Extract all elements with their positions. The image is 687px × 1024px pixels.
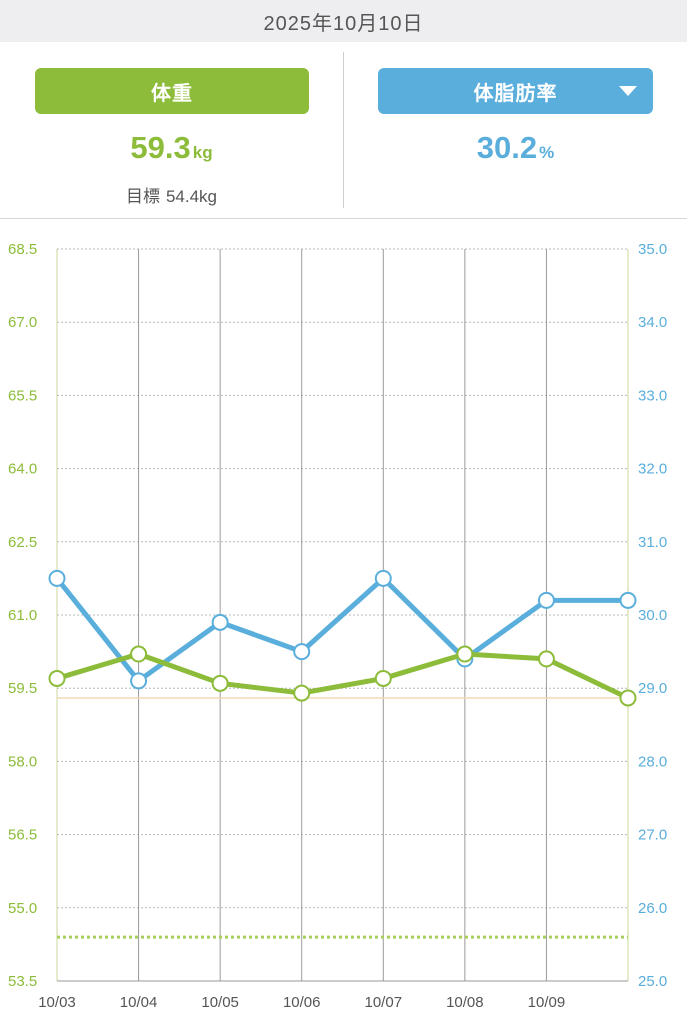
- fat-value: 30.2: [476, 130, 538, 165]
- weight-tab-button[interactable]: 体重: [35, 68, 309, 114]
- fat-unit: %: [539, 143, 555, 162]
- panel-divider: [343, 52, 344, 208]
- body-fat-series-point: [374, 569, 392, 587]
- weight-fat-chart[interactable]: 68.5 67.0 65.5 64.0 62.5 61.0 59.5 58.0 56.5 55.0…: [0, 219, 687, 1024]
- weight-tab-label: 体重: [151, 82, 193, 105]
- right-axis-tick-label: 32.0: [638, 461, 667, 478]
- x-axis-tick-label: 10/07: [365, 994, 403, 1011]
- body-fat-series-point: [48, 569, 66, 587]
- left-axis-tick-label: 65.5: [8, 387, 37, 404]
- goal-label: 目標: [125, 187, 160, 206]
- right-axis-tick-label: 34.0: [638, 314, 667, 331]
- weight-goal: 目標 54.4kg: [0, 182, 343, 207]
- x-axis-tick-label: 10/09: [528, 994, 566, 1011]
- x-axis-tick-label: 10/08: [446, 994, 484, 1011]
- fat-tab-label: 体脂肪率: [473, 82, 558, 105]
- body-fat-series-line: [54, 575, 631, 684]
- weight-series-point: [456, 645, 474, 663]
- body-fat-series-point: [130, 672, 148, 690]
- weight-series-point: [48, 669, 66, 687]
- weight-series-point: [537, 650, 555, 668]
- right-axis-tick-label: 28.0: [638, 753, 667, 770]
- triangle-down-icon: [619, 86, 637, 96]
- weight-series-line: [54, 651, 631, 701]
- weight-series-point: [211, 674, 229, 692]
- weight-unit: kg: [192, 143, 213, 162]
- fat-panel: 体脂肪率 30.2%: [344, 42, 687, 218]
- left-axis-tick-label: 56.5: [8, 827, 37, 844]
- date-label: 2025年10月10日: [263, 12, 424, 35]
- right-axis-tick-label: 25.0: [638, 973, 667, 990]
- x-axis-tick-label: 10/06: [283, 994, 321, 1011]
- weight-series-point: [130, 645, 148, 663]
- weight-value: 59.3: [130, 130, 191, 165]
- weight-series-point: [374, 669, 392, 687]
- x-axis-tick-label: 10/05: [201, 994, 239, 1011]
- weight-panel: 体重 59.3 kg 目標 54.4kg: [0, 42, 343, 218]
- body-fat-series-point: [619, 591, 637, 609]
- date-header: 2025年10月10日: [0, 0, 687, 42]
- x-axis-tick-label: 10/04: [120, 994, 158, 1011]
- right-axis-tick-label: 27.0: [638, 827, 667, 844]
- right-axis-tick-label: 29.0: [638, 680, 667, 697]
- right-axis-tick-label: 31.0: [638, 534, 667, 551]
- x-axis-tick-label: 10/03: [38, 994, 76, 1011]
- weight-series-point: [619, 689, 637, 707]
- left-axis-tick-label: 55.0: [8, 900, 37, 917]
- left-axis-tick-label: 61.0: [8, 607, 37, 624]
- left-axis-tick-label: 64.0: [8, 461, 37, 478]
- left-axis-tick-label: 67.0: [8, 314, 37, 331]
- right-axis-tick-label: 35.0: [638, 241, 667, 258]
- left-axis-tick-label: 58.0: [8, 753, 37, 770]
- right-axis-tick-label: 30.0: [638, 607, 667, 624]
- left-axis-tick-label: 59.5: [8, 680, 37, 697]
- body-fat-series-point: [293, 643, 311, 661]
- body-fat-series-point: [211, 613, 229, 631]
- goal-value: 54.4kg: [165, 187, 218, 206]
- left-axis-tick-label: 53.5: [8, 973, 37, 990]
- summary-panel: 体重 59.3 kg 目標 54.4kg 体脂肪率 30.2%: [0, 42, 687, 219]
- fat-tab-dropdown[interactable]: 体脂肪率: [378, 68, 653, 114]
- left-axis-tick-label: 62.5: [8, 534, 37, 551]
- weight-series-point: [293, 684, 311, 702]
- fat-value-display: 30.2%: [344, 130, 687, 166]
- weight-value-display: 59.3 kg: [0, 130, 343, 166]
- right-axis-tick-label: 26.0: [638, 900, 667, 917]
- body-fat-series-point: [537, 591, 555, 609]
- left-axis-tick-label: 68.5: [8, 241, 37, 258]
- right-axis-tick-label: 33.0: [638, 387, 667, 404]
